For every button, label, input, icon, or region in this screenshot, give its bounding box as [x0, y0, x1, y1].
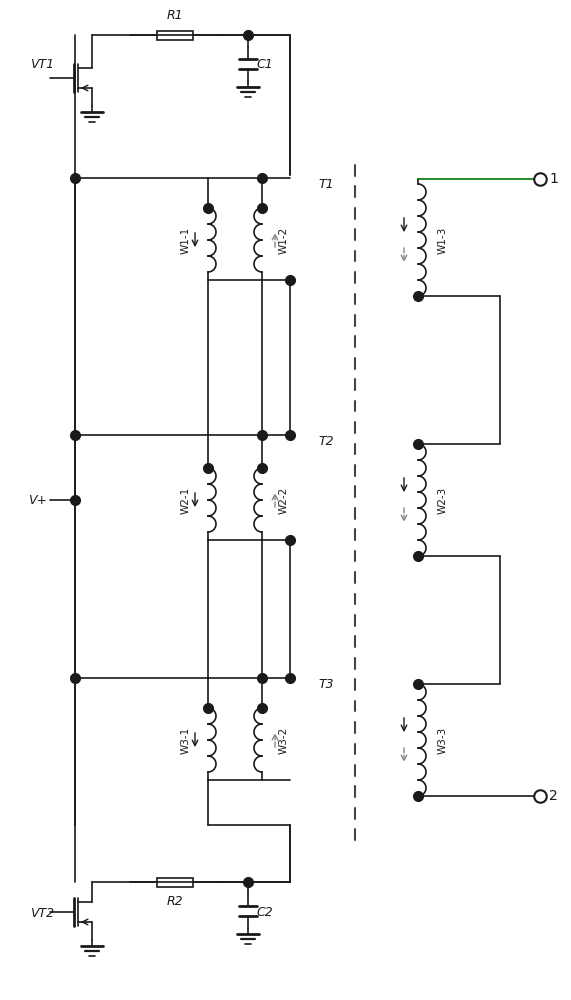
Text: W1-1: W1-1 [181, 226, 191, 254]
Text: W3-1: W3-1 [181, 726, 191, 754]
Text: VT2: VT2 [30, 907, 54, 920]
Text: T1: T1 [318, 178, 333, 191]
Text: R2: R2 [167, 895, 183, 908]
Text: W1-3: W1-3 [438, 226, 448, 254]
Text: W1-2: W1-2 [279, 226, 289, 254]
Text: T3: T3 [318, 678, 333, 691]
Text: W3-2: W3-2 [279, 726, 289, 754]
Text: W2-3: W2-3 [438, 486, 448, 514]
Text: W3-3: W3-3 [438, 726, 448, 754]
Text: T2: T2 [318, 435, 333, 448]
Text: W2-1: W2-1 [181, 486, 191, 514]
Text: R1: R1 [167, 9, 183, 22]
Text: 2: 2 [549, 789, 558, 803]
Bar [157, 878, 193, 886]
Bar [157, 30, 193, 39]
Text: C1: C1 [256, 58, 273, 72]
Text: W2-2: W2-2 [279, 486, 289, 514]
Text: VT1: VT1 [30, 58, 54, 71]
Text: V+: V+ [28, 493, 47, 506]
Text: C2: C2 [256, 906, 273, 918]
Text: 1: 1 [549, 172, 558, 186]
